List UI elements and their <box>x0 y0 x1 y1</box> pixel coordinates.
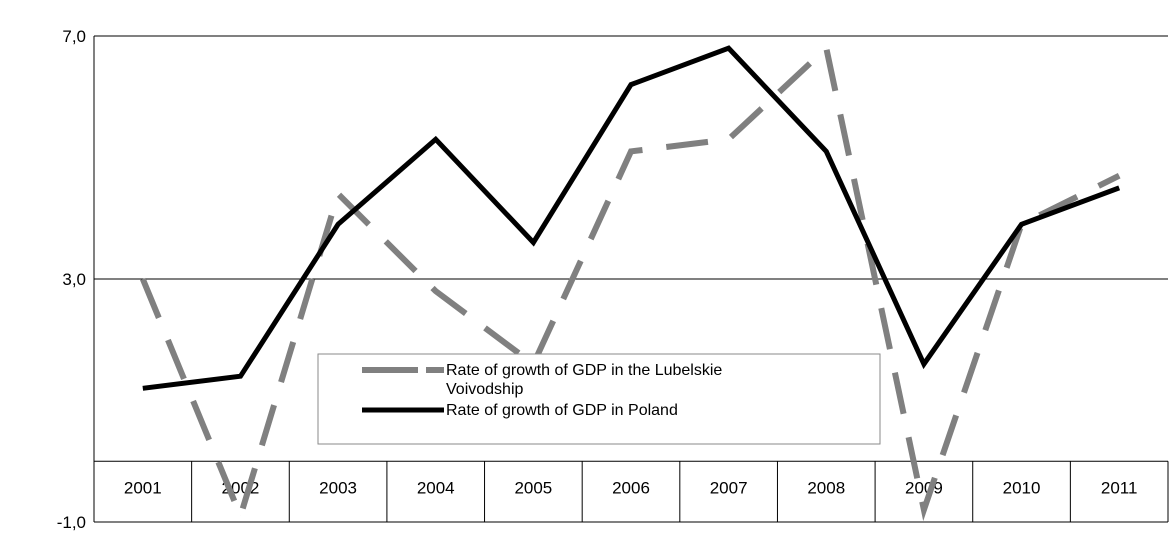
series-line-1 <box>142 45 1121 391</box>
x-tick-labels: 2001 2002 2003 2004 2005 2006 2007 2008 2009 2010… <box>124 478 1138 497</box>
legend-label-0-line: Voivodship <box>446 381 523 398</box>
x-tick-label: 2006 <box>612 478 650 497</box>
series-lines <box>140 42 1121 525</box>
series-line-0 <box>140 42 1121 525</box>
x-tick-label: 2010 <box>1003 478 1041 497</box>
x-tick-label: 2008 <box>807 478 845 497</box>
x-tick-label: 2005 <box>514 478 552 497</box>
x-tick-label: 2003 <box>319 478 357 497</box>
legend-label-0-line: Rate of growth of GDP in the Lubelskie <box>446 362 722 379</box>
y-tick-labels: 7,0 3,0 -1,0 <box>57 27 86 532</box>
x-tick-label: 2004 <box>417 478 455 497</box>
plot-frame <box>93 36 1169 522</box>
legend: Rate of growth of GDP in the Lubelskie Vo… <box>317 353 881 445</box>
x-tick-label: 2001 <box>124 478 162 497</box>
y-tick-label: 7,0 <box>62 27 86 46</box>
grid-lines <box>94 35 1168 523</box>
x-tick-label: 2007 <box>710 478 748 497</box>
y-tick-label: 3,0 <box>62 270 86 289</box>
legend-box <box>317 353 881 445</box>
x-tick-label: 2011 <box>1101 478 1138 497</box>
legend-label-0: Rate of growth of GDP in the Lubelskie Vo… <box>446 362 722 398</box>
legend-label-1: Rate of growth of GDP in Poland <box>446 402 678 419</box>
y-tick-label: -1,0 <box>57 513 86 532</box>
x-tick-label: 2009 <box>905 478 943 497</box>
